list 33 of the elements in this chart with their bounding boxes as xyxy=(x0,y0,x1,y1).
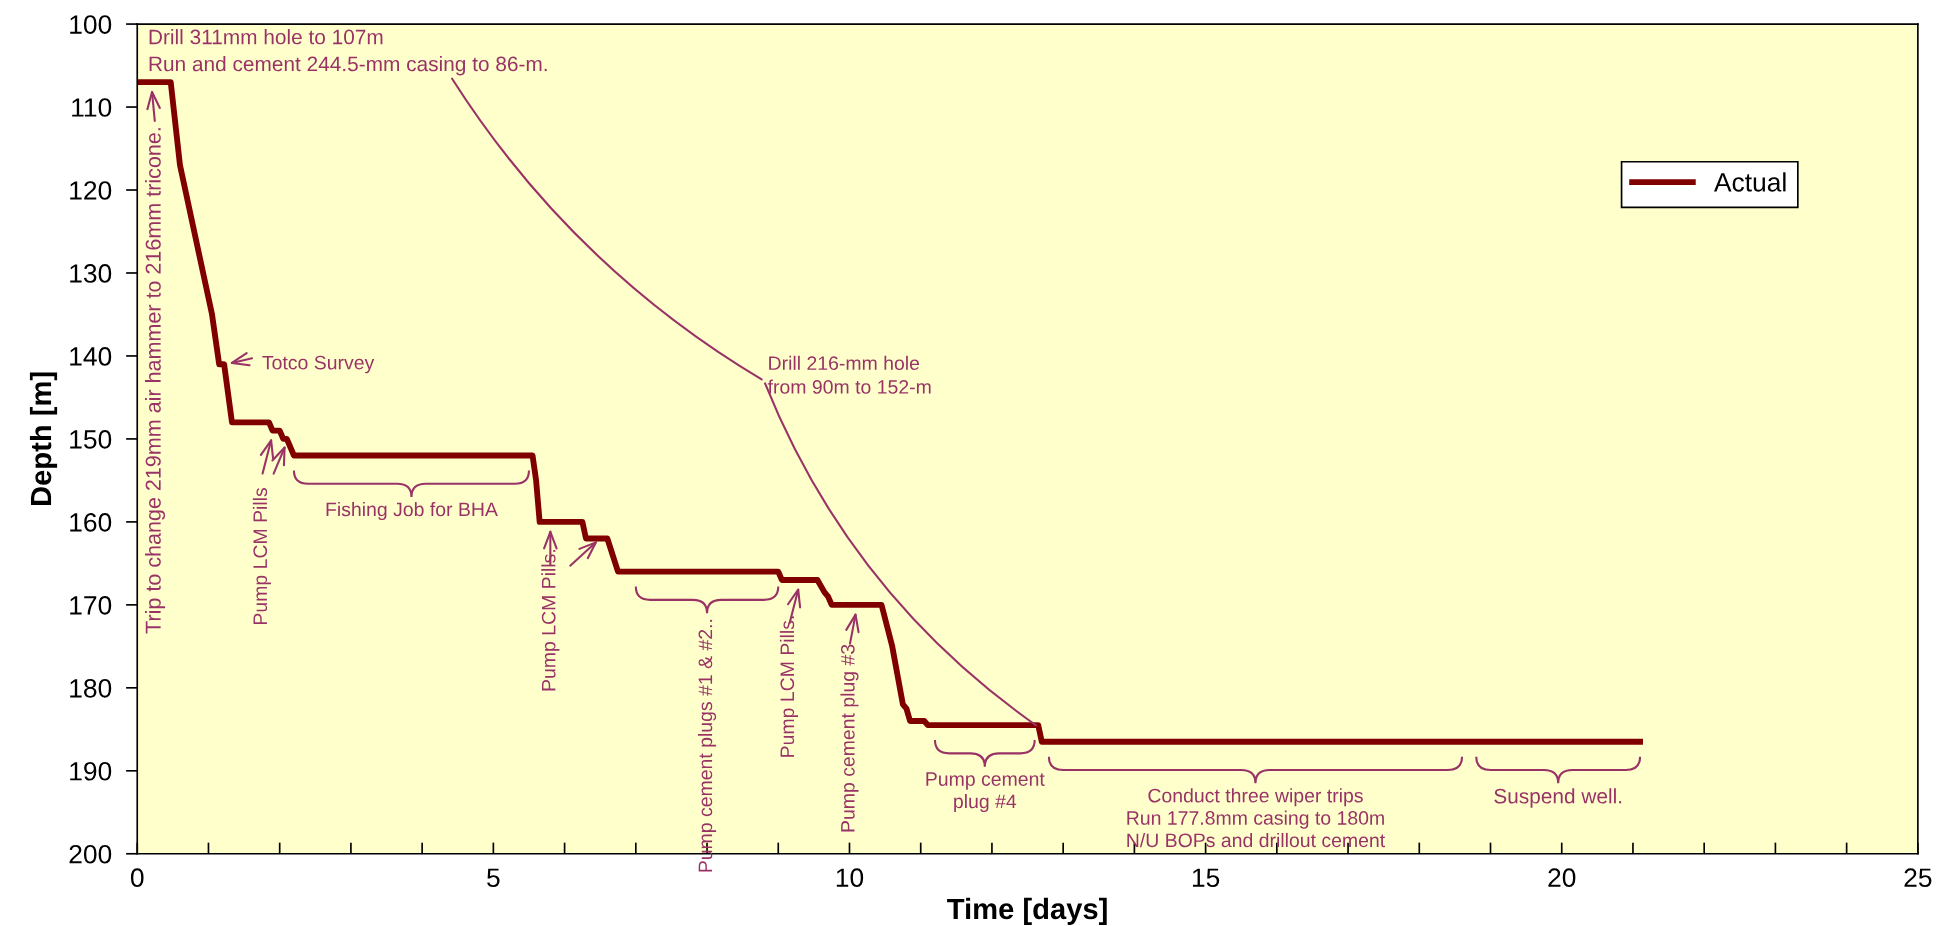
annotation: Conduct three wiper trips Run 177.8mm casing to 180m N/U BOPs and drillout cement xyxy=(1127,788,1386,848)
annotation: Pump cement plugs #1 & #2.. xyxy=(697,619,717,872)
y-tick-label: 110 xyxy=(72,98,112,117)
annotation: Pump LCM Pills. xyxy=(779,616,799,757)
annotation: Totco Survey xyxy=(262,355,375,374)
y-tick-label: 180 xyxy=(70,678,112,698)
y-tick-label: 200 xyxy=(69,844,112,864)
annotation: Pump LCM Pills. xyxy=(541,550,560,691)
y-tick-label: 190 xyxy=(70,761,112,781)
y-tick-label: 100 xyxy=(70,15,112,34)
x-axis-title: Time [days] xyxy=(947,897,1107,925)
x-tick-label: 15 xyxy=(1192,868,1220,888)
legend-label: Actual xyxy=(1713,172,1786,192)
y-tick-label: 170 xyxy=(70,596,112,615)
y-tick-label: 130 xyxy=(70,264,112,283)
annotation: Fishing Job for BHA xyxy=(326,501,498,521)
x-tick-label: 5 xyxy=(487,868,500,888)
x-tick-label: 25 xyxy=(1904,868,1932,888)
annotation: Pump cement plug #3 xyxy=(840,644,859,832)
y-tick-label: 150 xyxy=(70,430,112,449)
annotation: Suspend well. xyxy=(1494,788,1622,808)
x-tick-label: 20 xyxy=(1548,868,1576,888)
annotation: Trip to change 219mm air hammer to 216mm tricone. xyxy=(145,128,166,634)
annotation: Drill 311mm hole to 107m Run and cement 244.5-mm casing to 86-m. xyxy=(149,29,547,76)
x-tick-label: 10 xyxy=(836,868,864,888)
y-tick-label: 140 xyxy=(70,347,112,366)
y-axis-title: Depth [m] xyxy=(29,372,58,506)
annotation: Pump LCM Pills xyxy=(252,488,271,625)
annotation: Pump cement plug #4 xyxy=(926,772,1045,813)
y-tick-label: 120 xyxy=(70,181,112,200)
y-tick-label: 160 xyxy=(70,513,112,532)
x-tick-label: 0 xyxy=(130,868,144,888)
annotation: Drill 216-mm hole from 90m to 152-m xyxy=(767,355,931,394)
